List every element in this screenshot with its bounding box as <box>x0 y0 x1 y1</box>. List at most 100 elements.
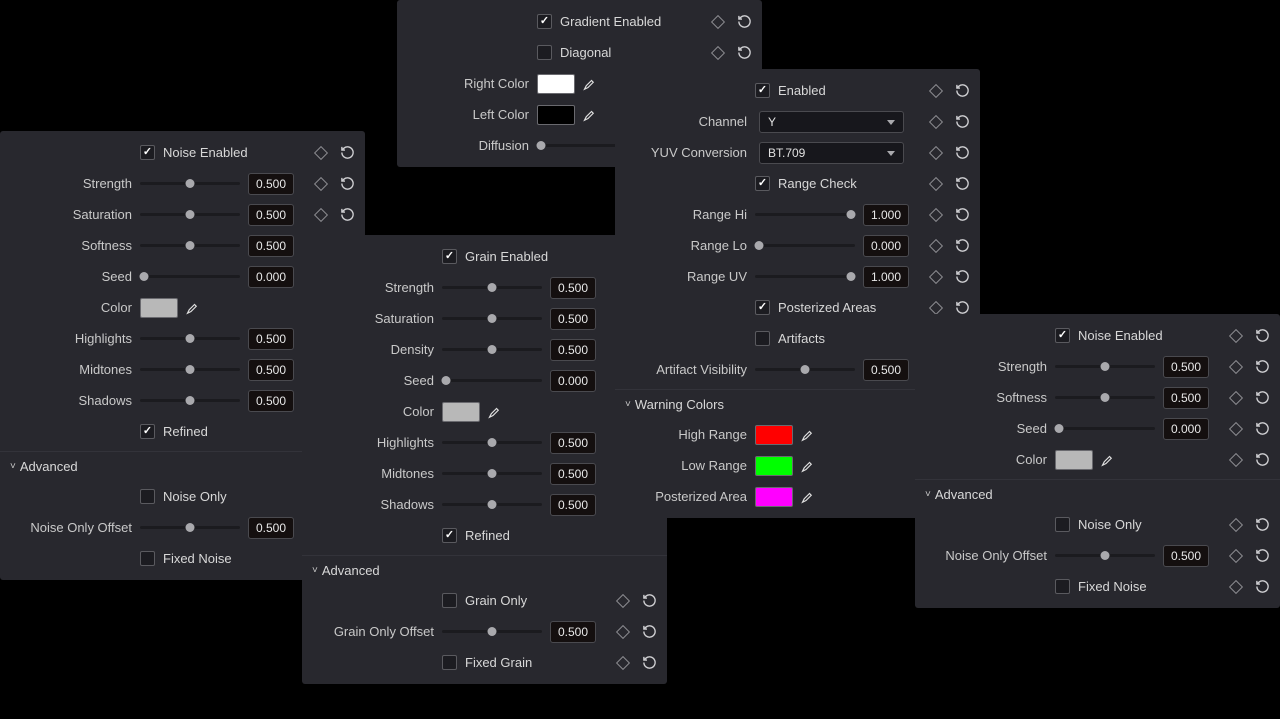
saturation-value[interactable]: 0.500 <box>248 204 294 226</box>
artifact-visibility-value[interactable]: 0.500 <box>863 359 909 381</box>
strength-value[interactable]: 0.500 <box>1163 356 1209 378</box>
keyframe-icon[interactable] <box>929 300 943 314</box>
seed-slider[interactable] <box>442 373 542 389</box>
midtones-slider[interactable] <box>140 362 240 378</box>
midtones-value[interactable]: 0.500 <box>248 359 294 381</box>
reset-icon[interactable] <box>955 176 970 191</box>
fixed-grain-checkbox[interactable] <box>442 655 457 670</box>
reset-icon[interactable] <box>340 145 355 160</box>
noise-only-offset-slider[interactable] <box>1055 548 1155 564</box>
channel-select[interactable]: Y <box>759 111 904 133</box>
grain-enabled-checkbox[interactable] <box>442 249 457 264</box>
range-check-checkbox[interactable] <box>755 176 770 191</box>
noise-enabled-checkbox[interactable] <box>140 145 155 160</box>
eyedropper-icon[interactable] <box>799 428 813 442</box>
highlights-value[interactable]: 0.500 <box>248 328 294 350</box>
yuv-conversion-select[interactable]: BT.709 <box>759 142 904 164</box>
reset-icon[interactable] <box>642 655 657 670</box>
shadows-slider[interactable] <box>140 393 240 409</box>
grain-only-checkbox[interactable] <box>442 593 457 608</box>
reset-icon[interactable] <box>1255 517 1270 532</box>
noise-only-checkbox[interactable] <box>140 489 155 504</box>
keyframe-icon[interactable] <box>711 14 725 28</box>
strength-slider[interactable] <box>140 176 240 192</box>
reset-icon[interactable] <box>1255 548 1270 563</box>
keyframe-icon[interactable] <box>929 207 943 221</box>
reset-icon[interactable] <box>1255 421 1270 436</box>
keyframe-icon[interactable] <box>616 593 630 607</box>
keyframe-icon[interactable] <box>1229 548 1243 562</box>
seed-value[interactable]: 0.000 <box>1163 418 1209 440</box>
left-color-swatch[interactable] <box>537 105 575 125</box>
saturation-value[interactable]: 0.500 <box>550 308 596 330</box>
reset-icon[interactable] <box>1255 390 1270 405</box>
softness-value[interactable]: 0.500 <box>248 235 294 257</box>
softness-value[interactable]: 0.500 <box>1163 387 1209 409</box>
artifact-visibility-slider[interactable] <box>755 362 855 378</box>
color-swatch[interactable] <box>140 298 178 318</box>
reset-icon[interactable] <box>1255 359 1270 374</box>
density-slider[interactable] <box>442 342 542 358</box>
keyframe-icon[interactable] <box>616 624 630 638</box>
noise-enabled-checkbox[interactable] <box>1055 328 1070 343</box>
reset-icon[interactable] <box>1255 452 1270 467</box>
keyframe-icon[interactable] <box>929 238 943 252</box>
range-hi-value[interactable]: 1.000 <box>863 204 909 226</box>
keyframe-icon[interactable] <box>1229 579 1243 593</box>
reset-icon[interactable] <box>1255 328 1270 343</box>
eyedropper-icon[interactable] <box>581 108 595 122</box>
refined-checkbox[interactable] <box>442 528 457 543</box>
reset-icon[interactable] <box>955 269 970 284</box>
eyedropper-icon[interactable] <box>581 77 595 91</box>
saturation-slider[interactable] <box>442 311 542 327</box>
high-range-swatch[interactable] <box>755 425 793 445</box>
reset-icon[interactable] <box>955 114 970 129</box>
keyframe-icon[interactable] <box>1229 359 1243 373</box>
reset-icon[interactable] <box>642 593 657 608</box>
reset-icon[interactable] <box>737 45 752 60</box>
reset-icon[interactable] <box>955 207 970 222</box>
seed-slider[interactable] <box>1055 421 1155 437</box>
keyframe-icon[interactable] <box>314 207 328 221</box>
softness-slider[interactable] <box>1055 390 1155 406</box>
color-swatch[interactable] <box>442 402 480 422</box>
keyframe-icon[interactable] <box>929 269 943 283</box>
posterized-area-swatch[interactable] <box>755 487 793 507</box>
low-range-swatch[interactable] <box>755 456 793 476</box>
keyframe-icon[interactable] <box>929 145 943 159</box>
midtones-slider[interactable] <box>442 466 542 482</box>
reset-icon[interactable] <box>955 300 970 315</box>
midtones-value[interactable]: 0.500 <box>550 463 596 485</box>
range-uv-slider[interactable] <box>755 269 855 285</box>
keyframe-icon[interactable] <box>929 83 943 97</box>
posterized-areas-checkbox[interactable] <box>755 300 770 315</box>
eyedropper-icon[interactable] <box>184 301 198 315</box>
strength-slider[interactable] <box>1055 359 1155 375</box>
keyframe-icon[interactable] <box>314 176 328 190</box>
highlights-value[interactable]: 0.500 <box>550 432 596 454</box>
enabled-checkbox[interactable] <box>755 83 770 98</box>
reset-icon[interactable] <box>955 83 970 98</box>
noise-only-offset-value[interactable]: 0.500 <box>1163 545 1209 567</box>
strength-value[interactable]: 0.500 <box>550 277 596 299</box>
noise-only-offset-value[interactable]: 0.500 <box>248 517 294 539</box>
reset-icon[interactable] <box>642 624 657 639</box>
eyedropper-icon[interactable] <box>486 405 500 419</box>
diagonal-checkbox[interactable] <box>537 45 552 60</box>
reset-icon[interactable] <box>340 176 355 191</box>
density-value[interactable]: 0.500 <box>550 339 596 361</box>
advanced-section-header[interactable]: ˅Advanced <box>302 555 667 585</box>
saturation-slider[interactable] <box>140 207 240 223</box>
keyframe-icon[interactable] <box>929 176 943 190</box>
keyframe-icon[interactable] <box>711 45 725 59</box>
seed-slider[interactable] <box>140 269 240 285</box>
seed-value[interactable]: 0.000 <box>248 266 294 288</box>
keyframe-icon[interactable] <box>1229 328 1243 342</box>
keyframe-icon[interactable] <box>314 145 328 159</box>
reset-icon[interactable] <box>955 145 970 160</box>
reset-icon[interactable] <box>340 207 355 222</box>
strength-value[interactable]: 0.500 <box>248 173 294 195</box>
shadows-value[interactable]: 0.500 <box>248 390 294 412</box>
seed-value[interactable]: 0.000 <box>550 370 596 392</box>
range-hi-slider[interactable] <box>755 207 855 223</box>
